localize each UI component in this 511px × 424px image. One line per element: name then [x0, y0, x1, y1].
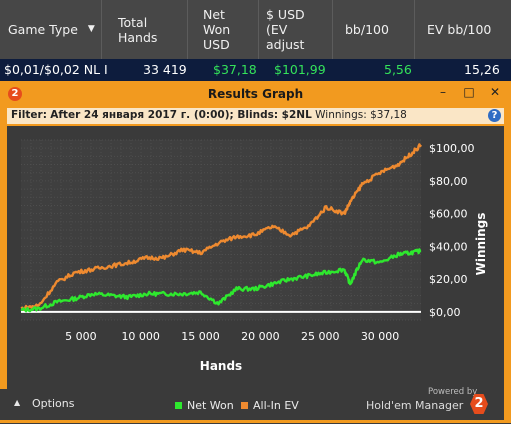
- cell-ev-adjusted: $101,99: [274, 62, 326, 77]
- window-title: Results Graph: [207, 87, 304, 101]
- header-line: USD: [203, 37, 230, 52]
- cell-bb100: 5,56: [384, 62, 412, 77]
- legend-label-net-won: Net Won: [187, 399, 234, 412]
- header-line: Hands: [118, 29, 158, 45]
- x-tick-label: 25 000: [301, 330, 340, 343]
- column-divider: [187, 0, 188, 59]
- game-type-header-label: Game Type: [8, 22, 78, 37]
- minimize-icon[interactable]: –: [440, 85, 446, 99]
- header-line: $ USD: [266, 7, 305, 22]
- x-tick-label: 15 000: [181, 330, 220, 343]
- legend-swatch-net-won: [175, 402, 182, 409]
- legend-swatch-allin-ev: [241, 402, 248, 409]
- x-tick-label: 30 000: [361, 330, 400, 343]
- hm2-logo-icon: 2: [8, 87, 22, 101]
- x-tick-label: 5 000: [65, 330, 97, 343]
- column-header-bb100[interactable]: bb/100: [345, 0, 405, 59]
- column-header-net-won[interactable]: Net Won USD: [203, 0, 253, 59]
- y-tick-label: $0,00: [429, 306, 461, 319]
- x-tick-label: 10 000: [121, 330, 160, 343]
- legend-label-allin-ev: All-In EV: [253, 399, 299, 412]
- header-line: Net: [203, 7, 225, 22]
- net-won-line: [20, 248, 422, 313]
- y-tick-label: $40,00: [429, 240, 468, 253]
- results-graph-window: 2 Results Graph – □ ✕ Filter: After 24 я…: [0, 81, 511, 423]
- allin-ev-line: [20, 143, 422, 312]
- cell-game-type: $0,01/$0,02 NL I: [4, 62, 108, 77]
- filter-text: After 24 января 2017 г. (0:00); Blinds: …: [50, 109, 312, 121]
- y-axis-label: Winnings: [474, 213, 488, 276]
- dropdown-arrow-icon[interactable]: ▼: [87, 24, 95, 34]
- product-name: Hold'em Manager: [366, 399, 464, 412]
- column-divider: [332, 0, 333, 59]
- y-tick-label: $20,00: [429, 273, 468, 286]
- hm2-brand-icon: 2: [470, 394, 488, 414]
- header-line: Won: [203, 22, 231, 37]
- cell-net-won: $37,18: [213, 62, 257, 77]
- cell-ev-bb100: 15,26: [464, 62, 500, 77]
- x-axis-label: Hands: [200, 359, 242, 373]
- ev-bb100-header-label: EV bb/100: [427, 22, 492, 37]
- filter-prefix: Filter:: [11, 109, 47, 121]
- close-icon[interactable]: ✕: [489, 85, 501, 99]
- column-header-ev-bb100[interactable]: EV bb/100: [427, 0, 507, 59]
- options-label: Options: [32, 397, 75, 410]
- column-divider: [414, 0, 415, 59]
- y-tick-label: $60,00: [429, 208, 468, 221]
- y-tick-label: $100,00: [429, 142, 475, 155]
- column-divider: [101, 0, 102, 59]
- expand-caret-icon: ▲: [14, 398, 21, 407]
- column-header-game-type[interactable]: Game Type ▼: [8, 0, 98, 59]
- filter-winnings: Winnings: $37,18: [315, 109, 407, 121]
- x-tick-label: 20 000: [241, 330, 280, 343]
- window-titlebar[interactable]: 2 Results Graph – □ ✕: [0, 81, 511, 107]
- y-tick-label: $80,00: [429, 175, 468, 188]
- stats-table-header: Game Type ▼ Total Hands Net Won USD $ US…: [0, 0, 511, 59]
- maximize-icon[interactable]: □: [463, 85, 475, 99]
- graph-panel: $0,00 $20,00 $40,00 $60,00 $80,00 $100,00 5 00…: [7, 126, 504, 420]
- header-line: (EV: [266, 22, 288, 37]
- cell-total-hands: 33 419: [143, 62, 187, 77]
- header-line: Total: [118, 14, 148, 30]
- header-line: adjust: [266, 37, 305, 52]
- column-divider: [258, 0, 259, 59]
- results-chart: $0,00 $20,00 $40,00 $60,00 $80,00 $100,00 5 00…: [20, 139, 488, 373]
- bb100-header-label: bb/100: [345, 22, 389, 37]
- options-button[interactable]: ▲ Options: [0, 389, 74, 420]
- filter-bar: Filter: After 24 января 2017 г. (0:00); …: [7, 108, 504, 124]
- powered-by-label: Powered by: [428, 387, 478, 397]
- table-row[interactable]: $0,01/$0,02 NL I 33 419 $37,18 $101,99 5…: [0, 59, 511, 81]
- column-header-total-hands[interactable]: Total Hands: [118, 0, 178, 59]
- column-header-ev-adjusted[interactable]: $ USD (EV adjust: [266, 0, 330, 59]
- help-icon[interactable]: ?: [488, 109, 501, 122]
